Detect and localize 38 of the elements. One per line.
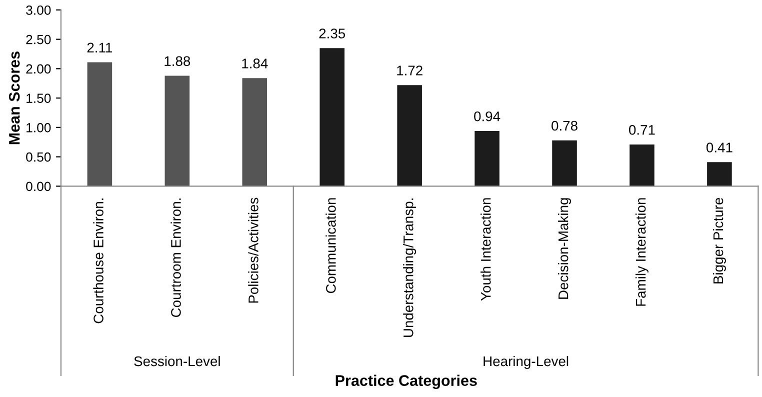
x-tick-label: Understanding/Transp.: [403, 198, 416, 337]
y-tick-label: 2.50: [26, 34, 51, 44]
data-label: 2.35: [319, 28, 346, 38]
y-tick-label: 1.50: [26, 94, 51, 103]
y-tick-label: 0.50: [26, 152, 51, 162]
text: Hearing-Level: [484, 356, 568, 369]
x-axis-title: Practice Categories: [336, 374, 477, 390]
data-label: 0.41: [706, 142, 732, 152]
x-tick-label: Family Interaction: [636, 198, 648, 306]
bar: [552, 140, 577, 186]
bar: [630, 144, 654, 186]
y-tick-label: 0.00: [26, 182, 51, 192]
data-label: 0.71: [629, 124, 655, 135]
text: Session-Level: [134, 356, 220, 366]
x-tick-label: Bigger Picture: [712, 198, 726, 284]
bar: [707, 162, 732, 186]
x-tick-label: Courthouse Environ.: [93, 198, 104, 324]
bar: [474, 130, 500, 186]
x-tick-label: Policies/Activities: [248, 198, 258, 303]
y-tick-label: 2.00: [26, 64, 51, 74]
data-label: 1.88: [164, 56, 190, 66]
x-tick-label: Courtroom Environ.: [170, 198, 181, 318]
data-label: 2.11: [87, 42, 112, 52]
y-tick-label: 3.00: [26, 5, 51, 15]
x-tick-label: Youth Interaction: [480, 198, 491, 301]
data-label: 1.84: [242, 58, 268, 68]
bar: [87, 62, 112, 186]
x-tick-label: Decision-Making: [558, 198, 571, 299]
bar: [164, 76, 190, 186]
y-tick-label: 1.00: [26, 123, 51, 132]
data-label: 1.72: [397, 66, 422, 76]
data-label: 0.78: [552, 120, 578, 131]
bar: [320, 48, 344, 186]
bar: [397, 85, 422, 186]
bar: [242, 78, 268, 186]
data-label: 0.94: [474, 111, 500, 122]
y-axis-title: Mean Scores: [8, 52, 20, 144]
x-tick-label: Communication: [326, 198, 336, 294]
